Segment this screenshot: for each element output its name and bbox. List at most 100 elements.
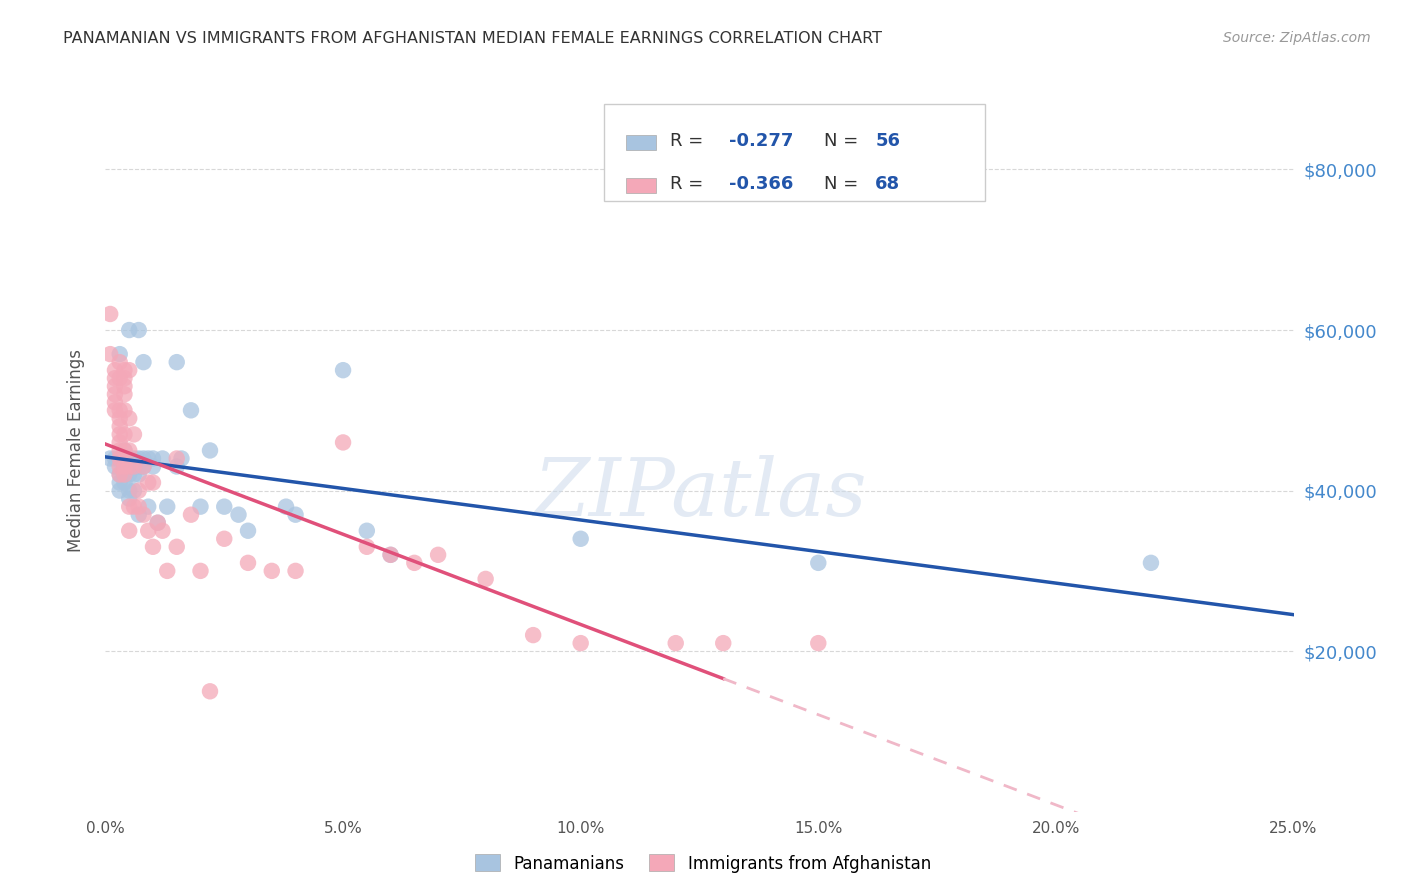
Point — [108, 467, 131, 482]
Point — [118, 459, 141, 474]
Point — [166, 459, 188, 474]
Legend: Panamanians, Immigrants from Afghanistan: Panamanians, Immigrants from Afghanistan — [468, 847, 938, 880]
Point — [142, 451, 165, 466]
Text: 56: 56 — [876, 132, 900, 150]
Point — [214, 500, 236, 514]
Point — [104, 379, 127, 393]
Point — [114, 443, 136, 458]
Point — [380, 548, 402, 562]
Point — [128, 323, 150, 337]
Point — [180, 508, 202, 522]
Point — [166, 451, 188, 466]
Point — [114, 371, 136, 385]
Point — [404, 556, 426, 570]
Point — [128, 483, 150, 498]
Point — [118, 500, 141, 514]
Point — [108, 475, 131, 490]
Point — [522, 628, 544, 642]
Point — [114, 387, 136, 401]
Point — [198, 684, 221, 698]
Point — [122, 459, 145, 474]
Point — [142, 540, 165, 554]
Point — [122, 459, 145, 474]
Point — [180, 403, 202, 417]
Point — [136, 524, 159, 538]
FancyBboxPatch shape — [626, 178, 655, 193]
Point — [114, 427, 136, 442]
Point — [807, 556, 830, 570]
Point — [190, 500, 212, 514]
Point — [104, 387, 127, 401]
Text: R =: R = — [669, 132, 709, 150]
Point — [166, 540, 188, 554]
Point — [236, 524, 259, 538]
Point — [118, 483, 141, 498]
Point — [156, 500, 179, 514]
Point — [114, 467, 136, 482]
Point — [114, 475, 136, 490]
Point — [152, 524, 174, 538]
Point — [118, 524, 141, 538]
Point — [214, 532, 236, 546]
Point — [108, 411, 131, 425]
Point — [118, 363, 141, 377]
Point — [114, 443, 136, 458]
Point — [114, 451, 136, 466]
Point — [128, 459, 150, 474]
Point — [807, 636, 830, 650]
Text: N =: N = — [824, 175, 865, 193]
Point — [104, 363, 127, 377]
Point — [108, 347, 131, 361]
Point — [132, 451, 155, 466]
Point — [332, 435, 354, 450]
Point — [132, 459, 155, 474]
Point — [142, 459, 165, 474]
Point — [114, 403, 136, 417]
Point — [284, 564, 307, 578]
Point — [118, 451, 141, 466]
Point — [427, 548, 450, 562]
Point — [108, 435, 131, 450]
Point — [104, 459, 127, 474]
Point — [118, 411, 141, 425]
Text: R =: R = — [669, 175, 709, 193]
Point — [122, 483, 145, 498]
Point — [142, 475, 165, 490]
Point — [136, 451, 159, 466]
Point — [98, 451, 121, 466]
Point — [569, 532, 592, 546]
Text: ZIPatlas: ZIPatlas — [533, 455, 866, 533]
Point — [122, 500, 145, 514]
Point — [118, 459, 141, 474]
Point — [114, 379, 136, 393]
Point — [284, 508, 307, 522]
Point — [156, 564, 179, 578]
Point — [170, 451, 193, 466]
FancyBboxPatch shape — [626, 136, 655, 150]
Point — [118, 323, 141, 337]
Point — [108, 451, 131, 466]
Point — [332, 363, 354, 377]
Point — [146, 516, 169, 530]
Point — [118, 491, 141, 506]
Point — [108, 427, 131, 442]
Point — [118, 467, 141, 482]
Point — [114, 467, 136, 482]
Point — [108, 443, 131, 458]
Point — [228, 508, 250, 522]
Point — [98, 307, 121, 321]
Point — [152, 451, 174, 466]
Point — [190, 564, 212, 578]
Point — [114, 363, 136, 377]
Text: N =: N = — [824, 132, 865, 150]
Point — [132, 355, 155, 369]
Point — [114, 459, 136, 474]
Point — [128, 508, 150, 522]
Point — [108, 403, 131, 417]
Text: PANAMANIAN VS IMMIGRANTS FROM AFGHANISTAN MEDIAN FEMALE EARNINGS CORRELATION CHA: PANAMANIAN VS IMMIGRANTS FROM AFGHANISTA… — [63, 31, 883, 46]
Point — [108, 467, 131, 482]
Point — [260, 564, 283, 578]
Point — [356, 524, 378, 538]
Point — [108, 459, 131, 474]
Text: -0.277: -0.277 — [730, 132, 793, 150]
